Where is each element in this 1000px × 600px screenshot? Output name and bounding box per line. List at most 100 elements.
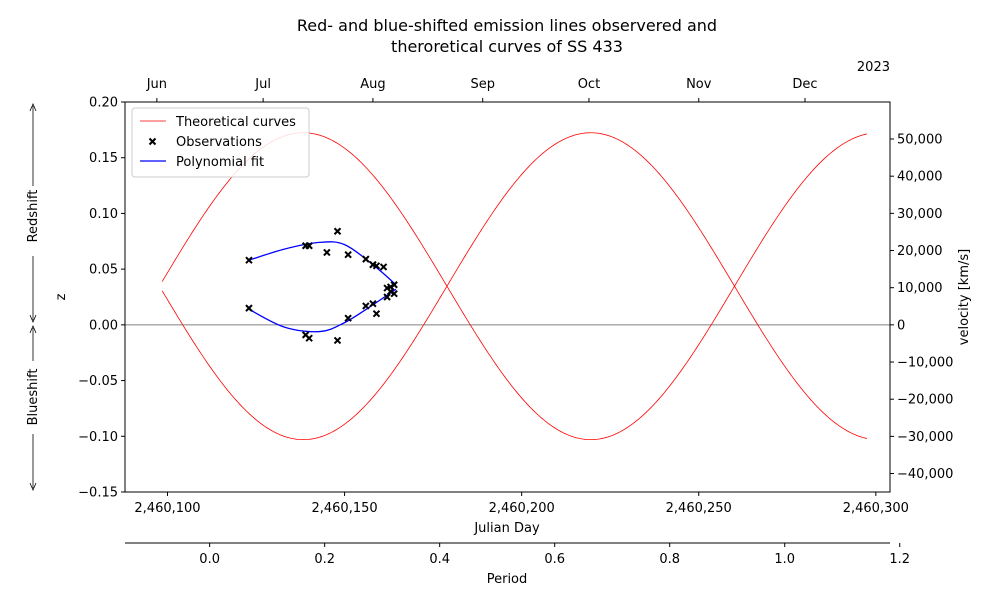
y-tick-label: 0.05 [89,263,118,278]
observation-stroke [323,248,331,257]
blueshift-arrow-head [29,324,37,334]
observation-stroke [245,256,253,264]
observation-point [305,334,313,342]
axes: 2,460,100 2,460,150 2,460,200 2,460,250 2,46… [78,77,953,567]
legend: Theoretical curves Observations Polynomi… [131,107,310,178]
observation-stroke [369,299,377,308]
observation-stroke [301,331,310,339]
month-tick-label: Nov [686,77,712,92]
observation-stroke [344,250,352,259]
observation-stroke [245,304,253,312]
observation-point [245,304,253,312]
observation-stroke [305,242,313,250]
observation-stroke [369,260,377,269]
y2-tick-label: 10,000 [897,281,943,296]
theory-curve-blue [161,132,868,441]
redshift-label: Redshift [26,190,41,243]
period-tick-label: 0.4 [429,552,450,567]
y-tick-label: 0.00 [89,318,118,333]
y2-tick-label: 0 [897,318,905,333]
observation-point [333,336,342,345]
blueshift-arrow-head [29,482,37,492]
observation-stroke [333,336,342,345]
y2-axis-label: velocity [km/s] [957,249,972,345]
month-tick-label: Oct [578,77,600,92]
y2-tick-label: −40,000 [897,467,953,482]
observation-point [379,263,388,271]
observation-stroke [344,314,352,322]
observation-point [362,302,370,310]
blueshift-label: Blueshift [26,369,41,426]
x-tick-label: 2,460,250 [666,501,732,516]
observation-point [369,260,377,269]
legend-theory-label: Theoretical curves [175,115,296,130]
y2-tick-label: 40,000 [897,170,943,185]
plot-frame [124,101,891,493]
observation-point [305,242,313,250]
observation-point [369,299,377,308]
observation-stroke [383,293,391,301]
observation-stroke [333,227,342,235]
legend-fit-label: Polynomial fit [176,155,264,170]
theory-curve-red [161,132,868,441]
period-tick-label: 0.0 [199,552,220,567]
chart-title-line2: theroretical curves of SS 433 [391,37,623,56]
plot-area [125,132,890,441]
x-tick-label: 2,460,100 [134,501,200,516]
period-tick-label: 0.8 [659,552,680,567]
period-tick-label: 0.6 [544,552,565,567]
y-tick-label: 0.15 [89,151,118,166]
observation-point [362,255,370,263]
blueshift-annotation: Blueshift [26,324,41,492]
observation-point [245,256,253,264]
observation-point [372,310,381,318]
y-tick-label: −0.10 [78,430,118,445]
y-tick-label: −0.15 [78,486,118,501]
observation-point [344,250,352,259]
y-tick-label: 0.20 [89,96,118,111]
y-tick-label: 0.10 [89,207,118,222]
y2-tick-label: −10,000 [897,356,953,371]
observation-stroke [372,310,381,318]
period-tick-label: 1.2 [889,552,910,567]
y-tick-label: −0.05 [78,374,118,389]
y-axis-label: z [54,293,69,300]
month-tick-label: Aug [360,77,385,92]
chart-title-line1: Red- and blue-shifted emission lines obs… [297,16,717,35]
month-tick-label: Sep [470,77,495,92]
y2-tick-label: 20,000 [897,244,943,259]
observation-point [390,281,398,289]
period-tick-label: 1.0 [774,552,795,567]
observation-point [333,227,342,235]
month-tick-label: Jul [254,77,271,92]
x-tick-label: 2,460,150 [311,501,377,516]
observation-stroke [372,262,381,270]
redshift-arrow-head [29,314,37,324]
top-year-label: 2023 [857,60,890,75]
y2-tick-label: 30,000 [897,207,943,222]
fit-curve-lower [248,288,397,333]
x-axis-label: Julian Day [473,521,540,536]
x-tick-label: 2,460,300 [843,501,909,516]
month-tick-label: Dec [792,77,817,92]
observation-stroke [390,289,398,298]
observation-stroke [379,263,388,271]
y2-tick-label: −20,000 [897,393,953,408]
observation-point [323,248,331,257]
x-tick-label: 2,460,200 [489,501,555,516]
observation-point [383,293,391,301]
period-axis-label: Period [487,572,528,587]
observation-stroke [362,255,370,263]
observation-point [344,314,352,322]
observation-point [390,289,398,298]
y2-tick-label: 50,000 [897,133,943,148]
observation-stroke [390,281,398,289]
legend-box [131,107,310,178]
period-tick-label: 0.2 [314,552,335,567]
y2-tick-label: −30,000 [897,430,953,445]
redshift-arrow-head [29,102,37,112]
month-tick-label: Jun [146,77,167,92]
legend-observation-marker [148,137,157,146]
redshift-annotation: Redshift [26,102,41,324]
